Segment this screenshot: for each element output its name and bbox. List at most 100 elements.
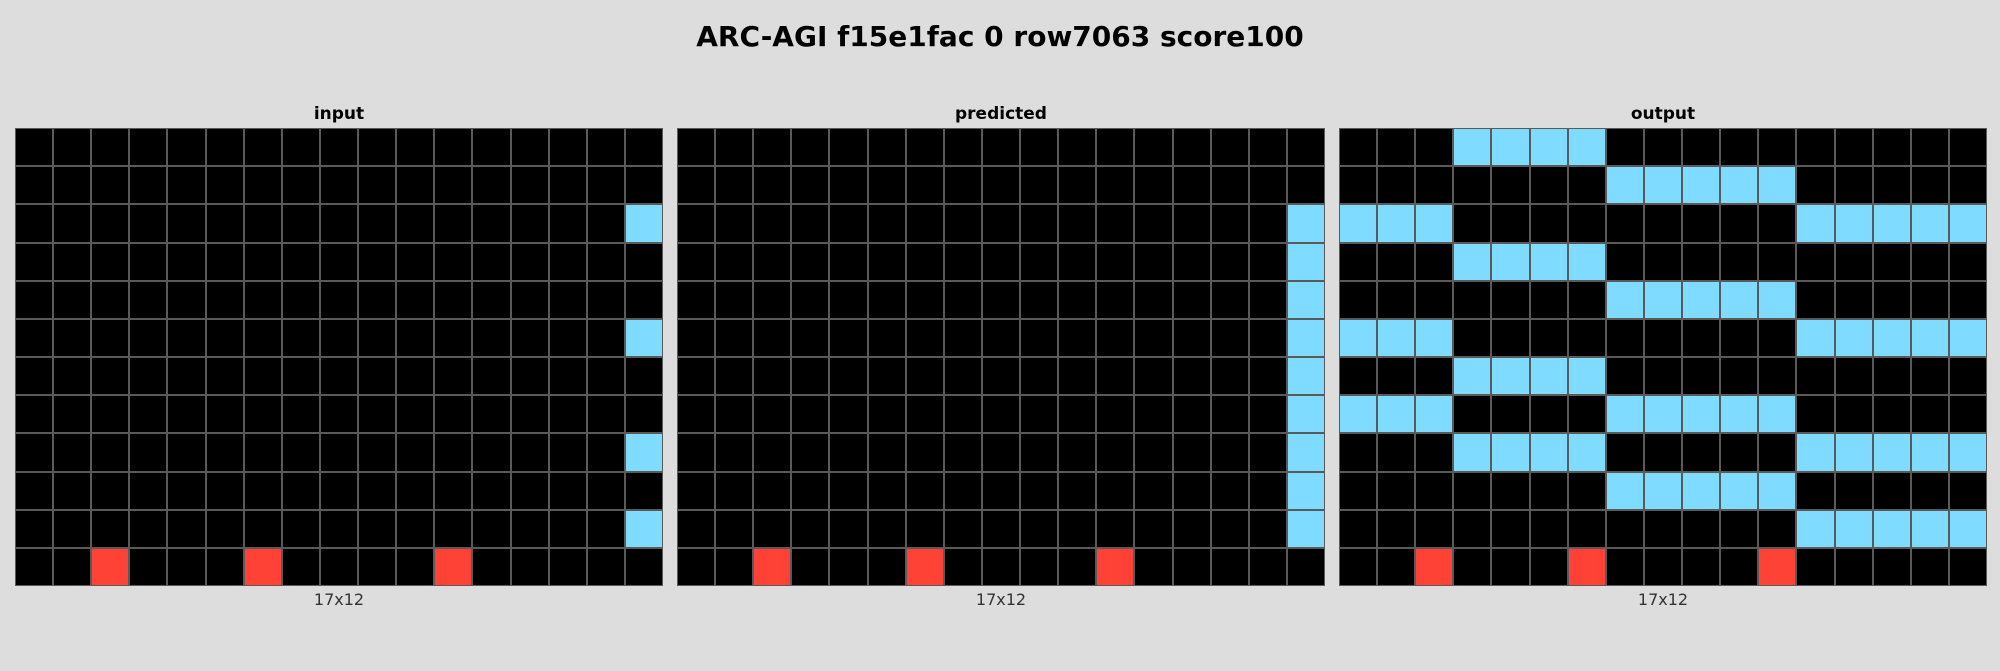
grid-cell xyxy=(358,509,397,548)
grid-cell xyxy=(396,547,435,586)
grid-cell xyxy=(1339,204,1378,243)
grid-cell xyxy=(281,357,320,396)
grid-cell xyxy=(586,395,625,434)
grid-cell xyxy=(358,128,397,167)
grid-cell xyxy=(205,471,244,510)
grid-cell xyxy=(1134,471,1173,510)
grid-cell xyxy=(981,509,1021,548)
grid-cell xyxy=(867,395,906,434)
grid-output xyxy=(1339,128,1987,586)
grid-cell xyxy=(1682,471,1721,510)
grid-cell xyxy=(1248,547,1287,586)
grid-cell xyxy=(281,471,320,510)
grid-cell xyxy=(1910,280,1949,319)
grid-cell xyxy=(1058,166,1097,205)
grid-cell xyxy=(53,318,92,357)
grid-cell xyxy=(1605,204,1644,243)
grid-cell xyxy=(1134,242,1173,281)
grid-cell xyxy=(1172,204,1211,243)
grid-cell xyxy=(981,280,1021,319)
grid-cell xyxy=(1796,471,1835,510)
grid-cell xyxy=(205,433,244,472)
grid-cell xyxy=(510,280,549,319)
grid-cell xyxy=(1529,395,1568,434)
grid-cell xyxy=(1172,128,1211,167)
grid-cell xyxy=(1758,128,1797,167)
grid-cell xyxy=(981,471,1021,510)
grid-cell xyxy=(1058,395,1097,434)
grid-cell xyxy=(1286,509,1325,548)
grid-cell xyxy=(1339,280,1378,319)
grid-cell xyxy=(510,204,549,243)
panel-output: output 17x12 xyxy=(1339,100,1987,609)
grid-cell xyxy=(53,471,92,510)
grid-cell xyxy=(319,280,359,319)
grid-cell xyxy=(1453,471,1492,510)
grid-cell xyxy=(1339,242,1378,281)
grid-cell xyxy=(243,547,282,586)
grid-cell xyxy=(1210,395,1249,434)
grid-cell xyxy=(205,128,244,167)
grid-cell xyxy=(1096,204,1135,243)
grid-cell xyxy=(472,242,511,281)
grid-cell xyxy=(1172,357,1211,396)
grid-cell xyxy=(905,166,944,205)
grid-cell xyxy=(905,471,944,510)
grid-cell xyxy=(472,128,511,167)
grid-cell xyxy=(319,357,359,396)
grid-cell xyxy=(905,128,944,167)
grid-cell xyxy=(677,433,716,472)
grid-cell xyxy=(1096,128,1135,167)
grid-cell xyxy=(1796,128,1835,167)
grid-cell xyxy=(1682,166,1721,205)
grid-cell xyxy=(243,395,282,434)
grid-cell xyxy=(1720,509,1759,548)
grid-cell xyxy=(1720,395,1759,434)
grid-cell xyxy=(1834,471,1873,510)
grid-cell xyxy=(243,280,282,319)
grid-cell xyxy=(129,433,168,472)
grid-cell xyxy=(472,280,511,319)
grid-cell xyxy=(1567,547,1606,586)
grid-cell xyxy=(1134,166,1173,205)
grid-cell xyxy=(319,395,359,434)
grid-cell xyxy=(829,433,868,472)
grid-cell xyxy=(586,204,625,243)
grid-cell xyxy=(624,395,663,434)
grid-cell xyxy=(1491,509,1530,548)
grid-cell xyxy=(167,128,206,167)
grid-cell xyxy=(1377,318,1416,357)
grid-cell xyxy=(1529,166,1568,205)
grid-cell xyxy=(715,280,754,319)
grid-cell xyxy=(1286,471,1325,510)
grid-cell xyxy=(1096,318,1135,357)
grid-cell xyxy=(1872,242,1911,281)
grid-cell xyxy=(943,242,982,281)
grid-cell xyxy=(586,433,625,472)
grid-cell xyxy=(1682,128,1721,167)
grid-cell xyxy=(1415,547,1454,586)
grid-cell xyxy=(1286,395,1325,434)
grid-cell xyxy=(53,128,92,167)
grid-cell xyxy=(1720,357,1759,396)
grid-cell xyxy=(243,509,282,548)
grid-cell xyxy=(1720,280,1759,319)
grid-cell xyxy=(91,318,130,357)
grid-cell xyxy=(434,128,473,167)
grid-cell xyxy=(715,128,754,167)
grid-cell xyxy=(396,471,435,510)
grid-cell xyxy=(1948,509,1987,548)
grid-cell xyxy=(15,509,54,548)
grid-cell xyxy=(167,471,206,510)
grid-cell xyxy=(867,357,906,396)
grid-cell xyxy=(791,357,830,396)
grid-cell xyxy=(829,547,868,586)
grid-cell xyxy=(677,280,716,319)
grid-cell xyxy=(358,433,397,472)
grid-cell xyxy=(1796,509,1835,548)
grid-cell xyxy=(1948,242,1987,281)
grid-cell xyxy=(677,547,716,586)
grid-cell xyxy=(829,242,868,281)
grid-cell xyxy=(281,509,320,548)
grid-cell xyxy=(1910,395,1949,434)
